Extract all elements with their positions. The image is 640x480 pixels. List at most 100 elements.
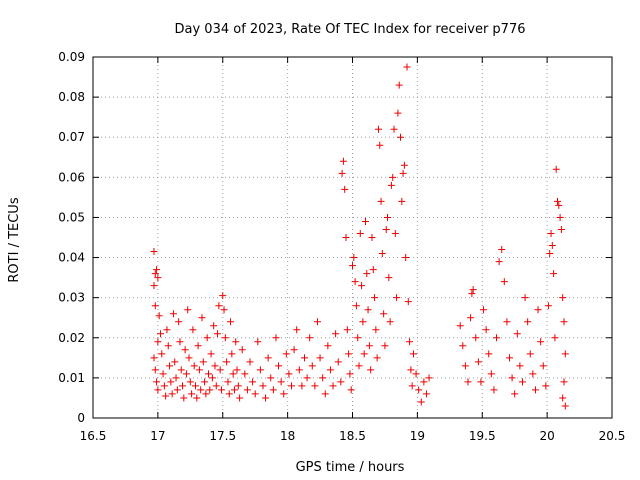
data-point [352, 302, 360, 310]
tick-labels: 0 0.01 0.02 0.03 0.04 0.05 0.06 0.07 0.08 0.09 16.… [58, 50, 625, 443]
y-tick-label: 0.08 [58, 90, 85, 104]
data-point [559, 394, 567, 402]
data-point [241, 370, 249, 378]
data-point [337, 378, 345, 386]
data-point [561, 402, 569, 410]
data-point [498, 246, 506, 254]
data-point [150, 354, 158, 362]
data-point [384, 213, 392, 221]
data-point [295, 366, 303, 374]
data-point [495, 258, 503, 266]
y-tick-label: 0.07 [58, 130, 85, 144]
y-tick-label: 0.03 [58, 291, 85, 305]
x-tick-label: 20.5 [599, 429, 626, 443]
data-point [456, 322, 464, 330]
data-point [246, 358, 254, 366]
data-point [167, 378, 175, 386]
data-point [374, 125, 382, 133]
data-point [212, 382, 220, 390]
x-tick-label: 18.5 [339, 429, 366, 443]
data-point [371, 294, 379, 302]
data-point [342, 234, 350, 241]
data-point [311, 382, 319, 390]
data-point [198, 314, 206, 322]
y-tick-label: 0.04 [58, 251, 85, 265]
data-point [201, 378, 209, 386]
data-point [177, 366, 185, 374]
y-tick-label: 0.06 [58, 170, 85, 184]
data-point [356, 229, 364, 237]
data-point [185, 354, 193, 362]
data-point [168, 390, 176, 398]
data-point [262, 394, 270, 402]
data-point [249, 378, 257, 386]
chart-title: Day 034 of 2023, Rate Of TEC Index for r… [175, 22, 526, 37]
data-point [560, 318, 568, 326]
data-point [406, 338, 414, 346]
data-point [386, 318, 394, 326]
grid-layer [93, 57, 612, 418]
data-point [300, 354, 308, 362]
data-point [180, 394, 188, 402]
data-point [150, 248, 158, 256]
data-point [216, 366, 224, 374]
data-point [155, 312, 163, 320]
data-point [153, 266, 161, 274]
data-point [285, 370, 293, 378]
data-point [197, 386, 205, 394]
data-point [308, 362, 316, 370]
data-point [206, 386, 214, 394]
data-point [163, 326, 171, 334]
y-tick-label: 0.01 [58, 371, 85, 385]
data-point [154, 386, 162, 394]
data-point [234, 382, 242, 390]
data-point [338, 169, 346, 177]
data-point [217, 386, 225, 394]
data-point [303, 374, 311, 382]
data-point [516, 362, 524, 370]
x-axis-label: GPS time / hours [296, 460, 405, 475]
data-point [151, 366, 159, 374]
data-point [555, 201, 563, 209]
data-point [277, 378, 285, 386]
data-point [207, 350, 215, 358]
data-point [151, 270, 159, 278]
data-point [377, 197, 385, 205]
x-tick-label: 17.5 [209, 429, 236, 443]
data-point [193, 394, 201, 402]
data-point [264, 354, 272, 362]
data-point [204, 370, 212, 378]
data-point [345, 350, 353, 358]
data-point [298, 382, 306, 390]
data-point [219, 292, 227, 300]
data-point [251, 390, 259, 398]
data-point [215, 302, 223, 310]
data-point [508, 374, 516, 382]
data-point [398, 197, 406, 205]
data-point [162, 392, 170, 400]
data-point [381, 342, 389, 350]
data-point [560, 378, 568, 386]
data-point [179, 382, 187, 390]
data-point [493, 334, 501, 342]
data-point [408, 382, 416, 390]
data-point [373, 354, 381, 362]
data-point [399, 169, 407, 177]
data-point [480, 306, 488, 314]
data-point [166, 362, 174, 370]
data-point [228, 350, 236, 358]
data-point [164, 342, 172, 350]
data-point [539, 362, 547, 370]
data-point [160, 382, 168, 390]
x-tick-label: 18 [280, 429, 295, 443]
data-point [169, 310, 177, 318]
data-point [182, 370, 190, 378]
data-point [503, 318, 511, 326]
data-point [415, 386, 423, 394]
data-point [321, 390, 329, 398]
data-point [280, 390, 288, 398]
data-point [378, 250, 386, 258]
x-tick-label: 16.5 [80, 429, 107, 443]
data-point [403, 63, 411, 71]
data-point [159, 370, 167, 378]
